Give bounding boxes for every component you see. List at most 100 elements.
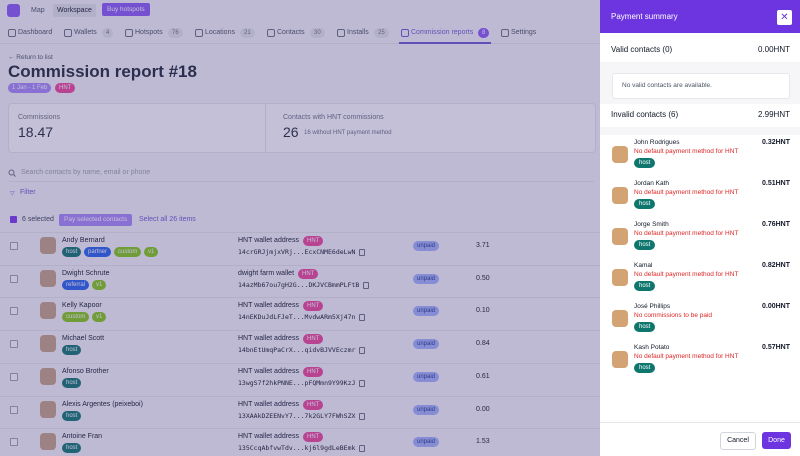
tag: referral <box>62 279 90 290</box>
search-input[interactable]: Search contacts by name, email or phone <box>21 169 151 176</box>
row-checkbox[interactable] <box>10 242 18 250</box>
tag: v1 <box>92 312 107 323</box>
row-checkbox[interactable] <box>10 405 18 414</box>
nav-item[interactable]: Workspace <box>53 4 96 17</box>
copy-icon[interactable] <box>363 281 369 289</box>
currency-badge: HNT <box>303 334 324 345</box>
contact-name: Alexis Argentes (peixeboi) <box>62 400 143 408</box>
tag: v1 <box>92 279 107 290</box>
wallet-address: 14nEKDuJdLFJeT...MvdwARm5Xj47n <box>238 313 356 322</box>
wallet-label: HNT wallet address <box>238 335 299 343</box>
wallet-address: 14azMb67ou7gH2G...DKJVCBmmPLFtB <box>238 280 360 289</box>
cancel-button[interactable]: Cancel <box>720 432 756 450</box>
tag: custom <box>114 247 142 257</box>
contact-name: Michael Scott <box>62 335 105 343</box>
avatar <box>40 433 56 451</box>
wallet-label: HNT wallet address <box>238 433 299 441</box>
tag: partner <box>84 247 112 257</box>
empty-box <box>612 73 790 99</box>
contact-name: Kamal <box>634 262 653 269</box>
tab[interactable]: Dashboard <box>18 29 53 36</box>
copy-icon[interactable] <box>359 379 365 387</box>
buy-button[interactable]: Buy hotspots <box>102 3 150 16</box>
avatar <box>612 187 628 204</box>
contact-name: John Rodrigues <box>634 139 680 146</box>
tab[interactable]: Contacts <box>277 29 305 36</box>
invalid-reason: No default payment method for HNT <box>634 189 739 196</box>
tab-count: 25 <box>374 28 389 38</box>
tab-underline <box>399 42 491 44</box>
badge: 1 Jan - 1 Feb <box>8 83 52 93</box>
tag: host <box>634 322 656 332</box>
invalid-reason: No default payment method for HNT <box>634 230 739 237</box>
copy-icon[interactable] <box>359 347 365 355</box>
wallet-label: HNT wallet address <box>238 237 299 244</box>
invalid-reason: No commissions to be paid <box>634 312 713 319</box>
tab-icon <box>501 29 509 37</box>
copy-icon[interactable] <box>359 445 365 453</box>
row-checkbox[interactable] <box>10 372 18 381</box>
wallet-label: HNT wallet address <box>238 367 299 375</box>
row-divider <box>0 362 600 364</box>
logo[interactable] <box>7 4 20 17</box>
tab[interactable]: Locations <box>205 29 235 36</box>
valid-total: 0.00HNT <box>757 45 790 54</box>
amount: 0.61 <box>476 372 490 380</box>
amount: 0.84 <box>476 340 490 348</box>
contact-amount: 0.32HNT <box>761 139 790 146</box>
page-title: Commission report #18 <box>8 62 197 81</box>
row-divider <box>0 297 600 299</box>
tab-count: 76 <box>168 28 183 38</box>
tab-icon <box>8 29 16 37</box>
stat-label: Contacts with HNT commissions <box>283 114 384 121</box>
contact-name: Afonso Brother <box>62 367 109 375</box>
copy-icon[interactable] <box>359 249 365 256</box>
back-link[interactable]: ← Return to list <box>8 54 53 61</box>
wallet-address: 13XAAkDZEENvY7...7k2GLY7FWhSZX <box>238 411 356 420</box>
tag: host <box>634 363 656 373</box>
tab-icon <box>337 29 345 37</box>
stat-note: 16 without HNT payment method <box>304 130 392 136</box>
avatar <box>612 310 628 327</box>
tab[interactable]: Settings <box>511 29 537 36</box>
tab[interactable]: Hotspots <box>135 29 163 36</box>
done-button[interactable]: Done <box>762 432 791 449</box>
status-badge: unpaid <box>413 241 440 251</box>
panel-title: Payment summary <box>611 12 678 21</box>
tab[interactable]: Commission reports <box>411 29 474 36</box>
row-divider <box>0 330 600 332</box>
tag: host <box>62 443 82 454</box>
select-all-checkbox[interactable] <box>10 216 17 223</box>
tag: custom <box>62 312 90 323</box>
tab[interactable]: Wallets <box>74 29 97 36</box>
filter-icon: ▽ <box>10 191 15 197</box>
close-button[interactable]: ✕ <box>777 10 792 25</box>
copy-icon[interactable] <box>359 314 365 322</box>
currency-badge: HNT <box>303 432 324 443</box>
contact-name: Kash Potato <box>634 344 670 351</box>
avatar <box>612 146 628 163</box>
row-checkbox[interactable] <box>10 274 18 283</box>
tag: host <box>62 247 82 257</box>
row-checkbox[interactable] <box>10 340 18 349</box>
contact-name: Jordan Kath <box>634 180 670 187</box>
wallet-label: dwight farm wallet <box>238 269 295 277</box>
tab[interactable]: Installs <box>347 29 369 36</box>
stat-value: 26 <box>283 124 299 140</box>
select-all-link[interactable]: Select all 26 items <box>139 216 196 223</box>
app: Map Workspace Buy hotspots Dashboard Wallet… <box>0 3 600 454</box>
tag: host <box>634 281 656 291</box>
pay-button[interactable]: Pay selected contacts <box>59 214 133 226</box>
tab-divider <box>0 43 600 44</box>
copy-icon[interactable] <box>359 412 365 420</box>
row-checkbox[interactable] <box>10 307 18 316</box>
tab-icon <box>64 29 72 37</box>
filter-button[interactable]: Filter <box>20 189 36 196</box>
amount: 3.71 <box>476 242 490 249</box>
wallet-label: HNT wallet address <box>238 302 299 310</box>
amount: 0.50 <box>476 274 490 282</box>
modal-overlay[interactable] <box>0 0 600 456</box>
nav-item[interactable]: Map <box>31 7 45 14</box>
amount: 0.10 <box>476 307 490 315</box>
row-checkbox[interactable] <box>10 438 18 447</box>
